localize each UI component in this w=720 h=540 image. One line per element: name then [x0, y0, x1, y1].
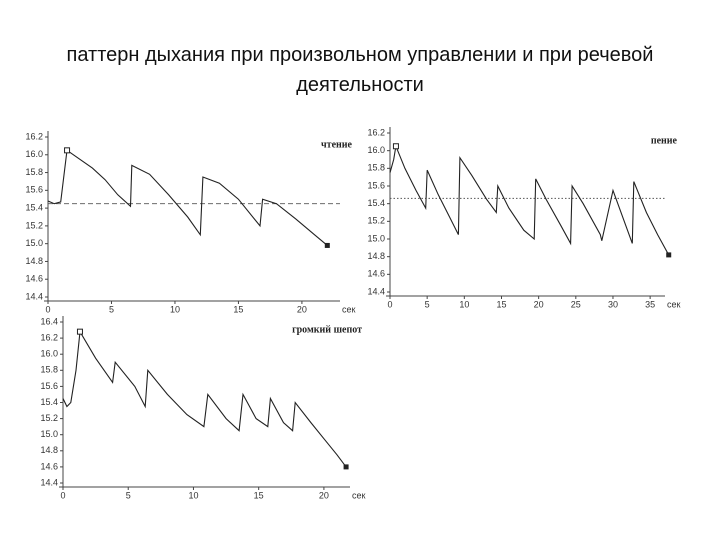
- chart-annotation: пение: [651, 135, 678, 146]
- x-tick-label: 35: [645, 299, 655, 309]
- x-tick-label: 15: [254, 490, 264, 500]
- y-tick-label: 15.0: [25, 238, 43, 248]
- x-tick-label: 5: [109, 304, 114, 314]
- y-tick-label: 16.0: [367, 145, 385, 155]
- y-tick-label: 14.6: [367, 269, 385, 279]
- peak-marker: [64, 147, 71, 154]
- y-tick-label: 15.8: [367, 163, 385, 173]
- x-tick-label: 0: [60, 490, 65, 500]
- peak-marker: [392, 143, 399, 150]
- y-tick-label: 16.2: [25, 131, 43, 141]
- y-tick-label: 14.8: [367, 251, 385, 261]
- x-tick-label: 15: [233, 304, 243, 314]
- y-tick-label: 15.4: [40, 397, 58, 407]
- y-tick-label: 15.0: [367, 233, 385, 243]
- y-tick-label: 16.0: [25, 149, 43, 159]
- y-tick-label: 14.8: [40, 445, 58, 455]
- data-line: [389, 144, 670, 256]
- x-tick-label: 10: [459, 299, 469, 309]
- end-marker: [666, 252, 672, 258]
- x-tick-label: 10: [188, 490, 198, 500]
- x-axis-label: сек: [667, 299, 681, 309]
- x-tick-label: 10: [170, 304, 180, 314]
- y-tick-label: 15.2: [367, 216, 385, 226]
- y-tick-label: 15.2: [40, 413, 58, 423]
- y-tick-label: 14.6: [40, 461, 58, 471]
- x-tick-label: 25: [571, 299, 581, 309]
- y-tick-label: 15.2: [25, 220, 43, 230]
- y-tick-label: 15.6: [367, 180, 385, 190]
- y-tick-label: 15.6: [25, 185, 43, 195]
- y-tick-label: 15.8: [40, 365, 58, 375]
- slide-title: паттерн дыхания при произвольном управле…: [66, 44, 654, 96]
- y-tick-label: 14.4: [367, 286, 385, 296]
- y-tick-label: 14.8: [25, 256, 43, 266]
- y-tick-label: 16.2: [367, 127, 385, 137]
- peak-marker: [76, 328, 83, 335]
- y-tick-label: 14.4: [25, 291, 43, 301]
- x-tick-label: 20: [534, 299, 544, 309]
- data-line: [62, 329, 347, 468]
- x-axis-label: сек: [342, 304, 356, 314]
- y-tick-label: 15.6: [40, 381, 58, 391]
- end-marker: [324, 242, 330, 248]
- x-tick-label: 20: [297, 304, 307, 314]
- x-tick-label: 0: [387, 299, 392, 309]
- end-marker: [343, 464, 349, 470]
- y-tick-label: 15.0: [40, 429, 58, 439]
- data-line: [47, 149, 328, 246]
- y-tick-label: 14.6: [25, 274, 43, 284]
- chart-annotation: чтение: [321, 139, 353, 150]
- y-tick-label: 16.4: [40, 316, 58, 326]
- x-tick-label: 15: [496, 299, 506, 309]
- x-tick-label: 5: [425, 299, 430, 309]
- y-tick-label: 14.4: [40, 477, 58, 487]
- x-tick-label: 0: [45, 304, 50, 314]
- y-tick-label: 15.8: [25, 167, 43, 177]
- x-tick-label: 30: [608, 299, 618, 309]
- x-axis-label: сек: [352, 490, 366, 500]
- y-tick-label: 15.4: [367, 198, 385, 208]
- chart-annotation: громкий шепот: [292, 324, 362, 335]
- x-tick-label: 20: [319, 490, 329, 500]
- y-tick-label: 15.4: [25, 202, 43, 212]
- x-tick-label: 5: [126, 490, 131, 500]
- y-tick-label: 16.2: [40, 332, 58, 342]
- y-tick-label: 16.0: [40, 349, 58, 359]
